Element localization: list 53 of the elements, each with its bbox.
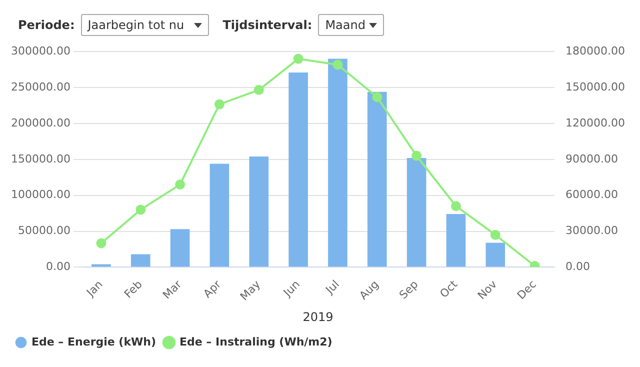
bar [446, 214, 466, 267]
x-axis-title: 2019 [302, 310, 334, 324]
point [372, 92, 382, 102]
x-tick-label: Aug [356, 278, 382, 302]
x-tick-label: Mar [160, 277, 185, 302]
text: Tijdsinterval: [222, 18, 312, 32]
y-tick-label: 50000.00 [18, 224, 70, 238]
x-tick-label: Oct [437, 277, 461, 300]
y-tick-label: 150000.00 [10, 152, 70, 166]
y2-tick-label: 90000.00 [566, 152, 618, 166]
y2-tick-label: 60000.00 [566, 188, 618, 202]
y2-tick-label: 180000.00 [566, 44, 626, 58]
x-tick-label: Nov [475, 277, 500, 302]
y2-tick-label: 120000.00 [566, 116, 626, 130]
y2-tick-label: 150000.00 [566, 80, 626, 94]
y2-tick-label: 30000.00 [566, 224, 618, 238]
bar [130, 254, 150, 267]
x-tick-label: Sep [396, 278, 421, 302]
point [136, 204, 146, 215]
x-tick-label: Apr [200, 277, 224, 300]
bar [486, 242, 506, 267]
y-tick-label: 300000.00 [10, 44, 70, 58]
text: Maand [325, 18, 366, 32]
x-tick-label: Jan [83, 278, 106, 300]
y-tick-label: 0.00 [46, 260, 70, 274]
x-tick-label: Feb [122, 278, 145, 301]
bar [210, 164, 230, 267]
point [96, 238, 106, 248]
point [412, 150, 422, 161]
point [214, 99, 224, 110]
y-tick-label: 200000.00 [10, 116, 70, 130]
x-tick-label: Jul [322, 278, 342, 298]
text: Jaarbegin tot nu [88, 18, 184, 32]
x-tick-label: Jun [280, 278, 302, 300]
y-tick-label: 250000.00 [10, 80, 70, 94]
bar [367, 92, 387, 267]
y-tick-label: 100000.00 [10, 188, 70, 202]
x-tick-label: Dec [514, 278, 539, 302]
point [450, 201, 461, 212]
legend-label: Ede – Instraling (Wh/m2) [180, 335, 332, 348]
point [175, 180, 186, 190]
point [254, 84, 264, 95]
y2-tick-label: 0.00 [566, 260, 590, 274]
bar [288, 72, 308, 267]
point [490, 230, 500, 240]
text: Periode: [18, 18, 75, 32]
bar [406, 158, 426, 267]
bar [170, 229, 190, 267]
bar [249, 156, 269, 267]
point [293, 54, 304, 64]
legend-label: Ede – Energie (kWh) [32, 335, 156, 348]
bar [328, 58, 348, 267]
point [332, 60, 343, 70]
